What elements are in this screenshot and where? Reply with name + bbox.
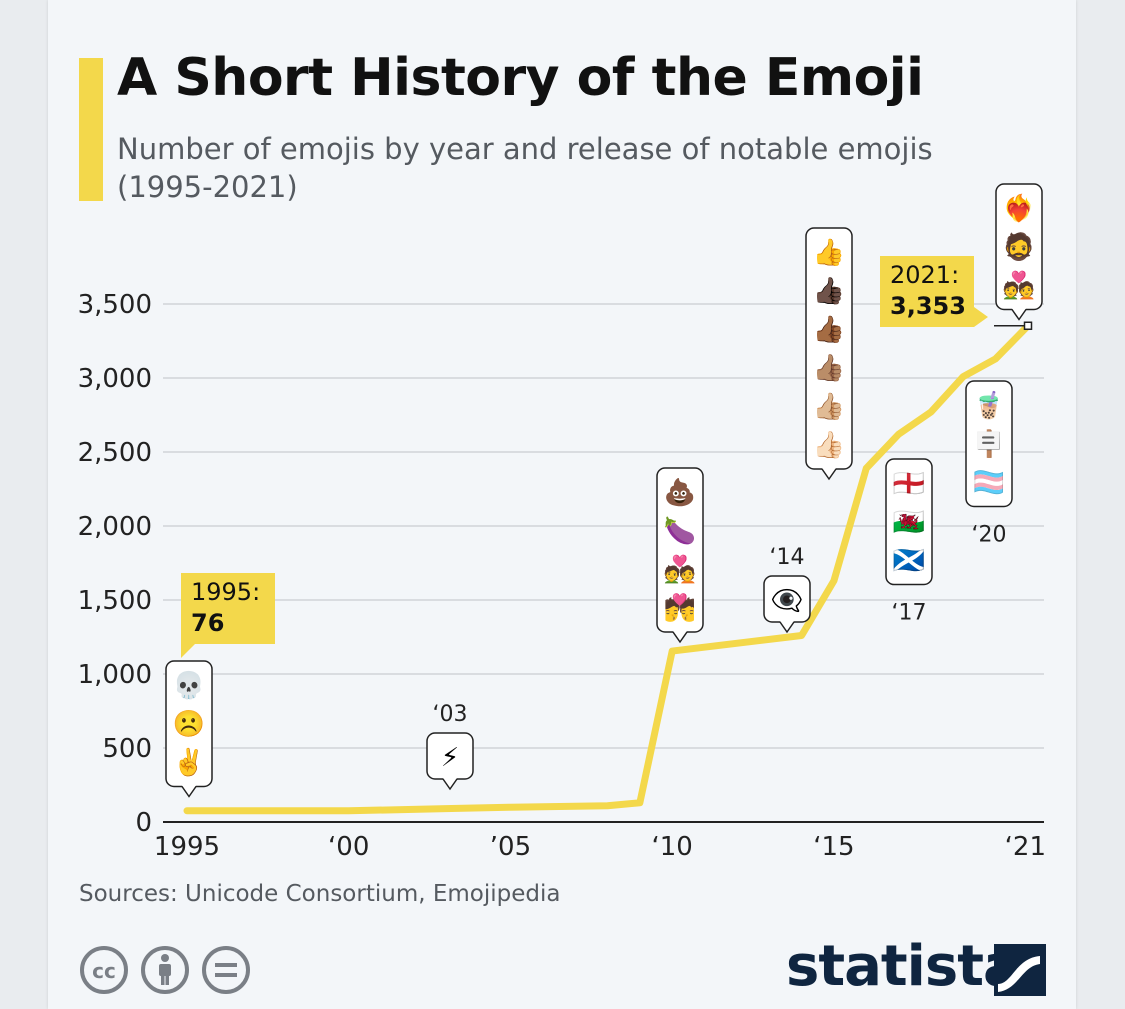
- x-tick-label: 1995: [154, 832, 220, 862]
- statista-wordmark: statista: [786, 934, 1021, 999]
- value-label-year: 1995:: [191, 578, 260, 606]
- x-tick-label: ‘00: [328, 832, 369, 862]
- emoji-icon: ⚡: [441, 743, 459, 773]
- license-icons[interactable]: cc: [79, 946, 259, 996]
- emoji-icon: 💩: [664, 477, 696, 508]
- y-tick-label: 1,000: [78, 660, 152, 690]
- emoji-icon: 🧔: [1003, 231, 1035, 263]
- emoji-icon: 👍🏾: [813, 314, 845, 345]
- statista-logo-icon: [994, 944, 1046, 996]
- chart-subtitle: Number of emojis by year and release of …: [117, 132, 933, 204]
- y-axis-tick-labels: 0 500 1,000 1,500 2,000 2,500 3,000 3,500: [78, 290, 152, 838]
- y-tick-label: 1,500: [78, 586, 152, 616]
- no-derivatives-icon[interactable]: [202, 946, 250, 994]
- emoji-icon: 👍🏿: [813, 276, 845, 307]
- emoji-icon: 🏴󠁧󠁢󠁥󠁮󠁧󠁿: [893, 469, 925, 499]
- y-tick-label: 3,500: [78, 290, 152, 320]
- value-labels: 1995: 76 2021: 3,353: [181, 256, 988, 658]
- statista-logo[interactable]: statista: [786, 934, 1048, 1002]
- value-label-year: 2021:: [890, 261, 959, 289]
- y-tick-label: 2,500: [78, 438, 152, 468]
- chart-title: A Short History of the Emoji: [117, 48, 924, 108]
- emoji-icon: 👍🏼: [813, 391, 845, 422]
- emoji-icon: 🏴󠁧󠁢󠁷󠁬󠁳󠁿: [893, 508, 925, 538]
- callout-tail: [442, 778, 458, 791]
- value-label-box: [181, 573, 275, 658]
- emoji-icon: 💑: [664, 554, 696, 585]
- emoji-icon: 👍: [813, 237, 845, 268]
- callout-year-label: ‘14: [770, 545, 805, 570]
- callout-tail-fill: [1012, 308, 1026, 320]
- value-label: 1995: 76: [181, 573, 275, 658]
- emoji-callouts: 💀☹️✌️ ⚡‘03💩🍆💑💏 👁️‍🗨️‘14👍👍🏿👍🏾👍🏽👍🏼👍🏻🏴󠁧󠁢󠁥󠁮󠁧󠁿🏴…: [165, 183, 1043, 798]
- emoji-icon: 🧋: [973, 390, 1005, 421]
- callout-year-label: ‘20: [972, 523, 1007, 548]
- source-note: Sources: Unicode Consortium, Emojipedia: [79, 881, 561, 907]
- emoji-callout[interactable]: ⚡ ‘03: [426, 702, 474, 791]
- end-point-marker: [1023, 321, 1033, 331]
- emoji-icon: 👍🏽: [813, 353, 845, 384]
- emoji-icon: ☹️: [173, 710, 205, 740]
- callout-year-label: ‘03: [433, 702, 468, 727]
- x-tick-label: ‘10: [652, 832, 693, 862]
- callout-box: [885, 458, 933, 586]
- callout-tail: [1011, 309, 1027, 321]
- emoji-callout[interactable]: 💩 🍆 💑 💏: [656, 467, 704, 644]
- y-tick-label: 0: [135, 808, 152, 838]
- y-tick-label: 2,000: [78, 512, 152, 542]
- y-tick-label: 500: [102, 734, 152, 764]
- svg-text:cc: cc: [92, 959, 116, 983]
- callout-tail: [821, 468, 837, 481]
- emoji-icon: 🏴󠁧󠁢󠁳󠁣󠁴󠁿: [893, 546, 925, 576]
- emoji-icon: 💑: [1003, 270, 1035, 301]
- emoji-icon: 🏳️‍⚧️: [973, 468, 1005, 498]
- emoji-callout[interactable]: 👁️‍🗨️ ‘14: [763, 545, 811, 634]
- cc-icon[interactable]: cc: [80, 946, 128, 994]
- callout-tail-fill: [673, 631, 687, 642]
- y-tick-label: 3,000: [78, 364, 152, 394]
- value-label-box: [880, 256, 988, 327]
- emoji-icon: ✌️: [173, 746, 205, 778]
- emoji-icon: 🪧: [973, 429, 1005, 460]
- value-label-number: 3,353: [890, 292, 966, 320]
- callout-tail: [672, 631, 688, 644]
- emoji-callout[interactable]: 🏴󠁧󠁢󠁥󠁮󠁧󠁿 🏴󠁧󠁢󠁷󠁬󠁳󠁿 🏴󠁧󠁢󠁳󠁣󠁴󠁿 ‘17: [885, 458, 933, 626]
- callout-year-label: ‘17: [892, 601, 927, 626]
- callout-tail: [181, 786, 197, 798]
- callout-tail-fill: [822, 468, 836, 479]
- emoji-callout[interactable]: 🧋 🪧 🏳️‍⚧️ ‘20: [965, 380, 1013, 548]
- callout-tail: [779, 621, 795, 634]
- emoji-icon: ❤️‍🔥: [1003, 193, 1035, 224]
- x-tick-label: ‘15: [813, 832, 854, 862]
- emoji-icon: 💀: [173, 670, 205, 701]
- emoji-icon: 💏: [664, 593, 696, 624]
- callout-tail-fill: [780, 621, 794, 632]
- emoji-callout[interactable]: 💀 ☹️ ✌️: [165, 660, 213, 798]
- title-accent-bar: [79, 58, 103, 201]
- callout-tail-fill: [443, 778, 457, 789]
- callout-tail-fill: [182, 785, 196, 797]
- series-layer: [183, 321, 1033, 815]
- callout-box: [965, 380, 1013, 508]
- emoji-icon: 👍🏻: [813, 430, 845, 461]
- emoji-icon: 🍆: [664, 516, 696, 547]
- series-line: [183, 322, 1032, 815]
- x-tick-label: ‘21: [1005, 832, 1046, 862]
- emoji-callout[interactable]: ❤️‍🔥 🧔 💑: [995, 183, 1043, 321]
- emoji-icon: 👁️‍🗨️: [771, 586, 803, 616]
- attribution-icon[interactable]: [141, 946, 189, 994]
- emoji-callout[interactable]: 👍 👍🏿 👍🏾 👍🏽 👍🏼 👍🏻: [805, 227, 853, 481]
- x-axis-tick-labels: 1995 ‘00 ’05 ‘10 ‘15 ‘21: [154, 832, 1046, 862]
- value-label: 2021: 3,353: [880, 256, 988, 327]
- value-label-number: 76: [191, 609, 224, 637]
- x-tick-label: ’05: [490, 832, 531, 862]
